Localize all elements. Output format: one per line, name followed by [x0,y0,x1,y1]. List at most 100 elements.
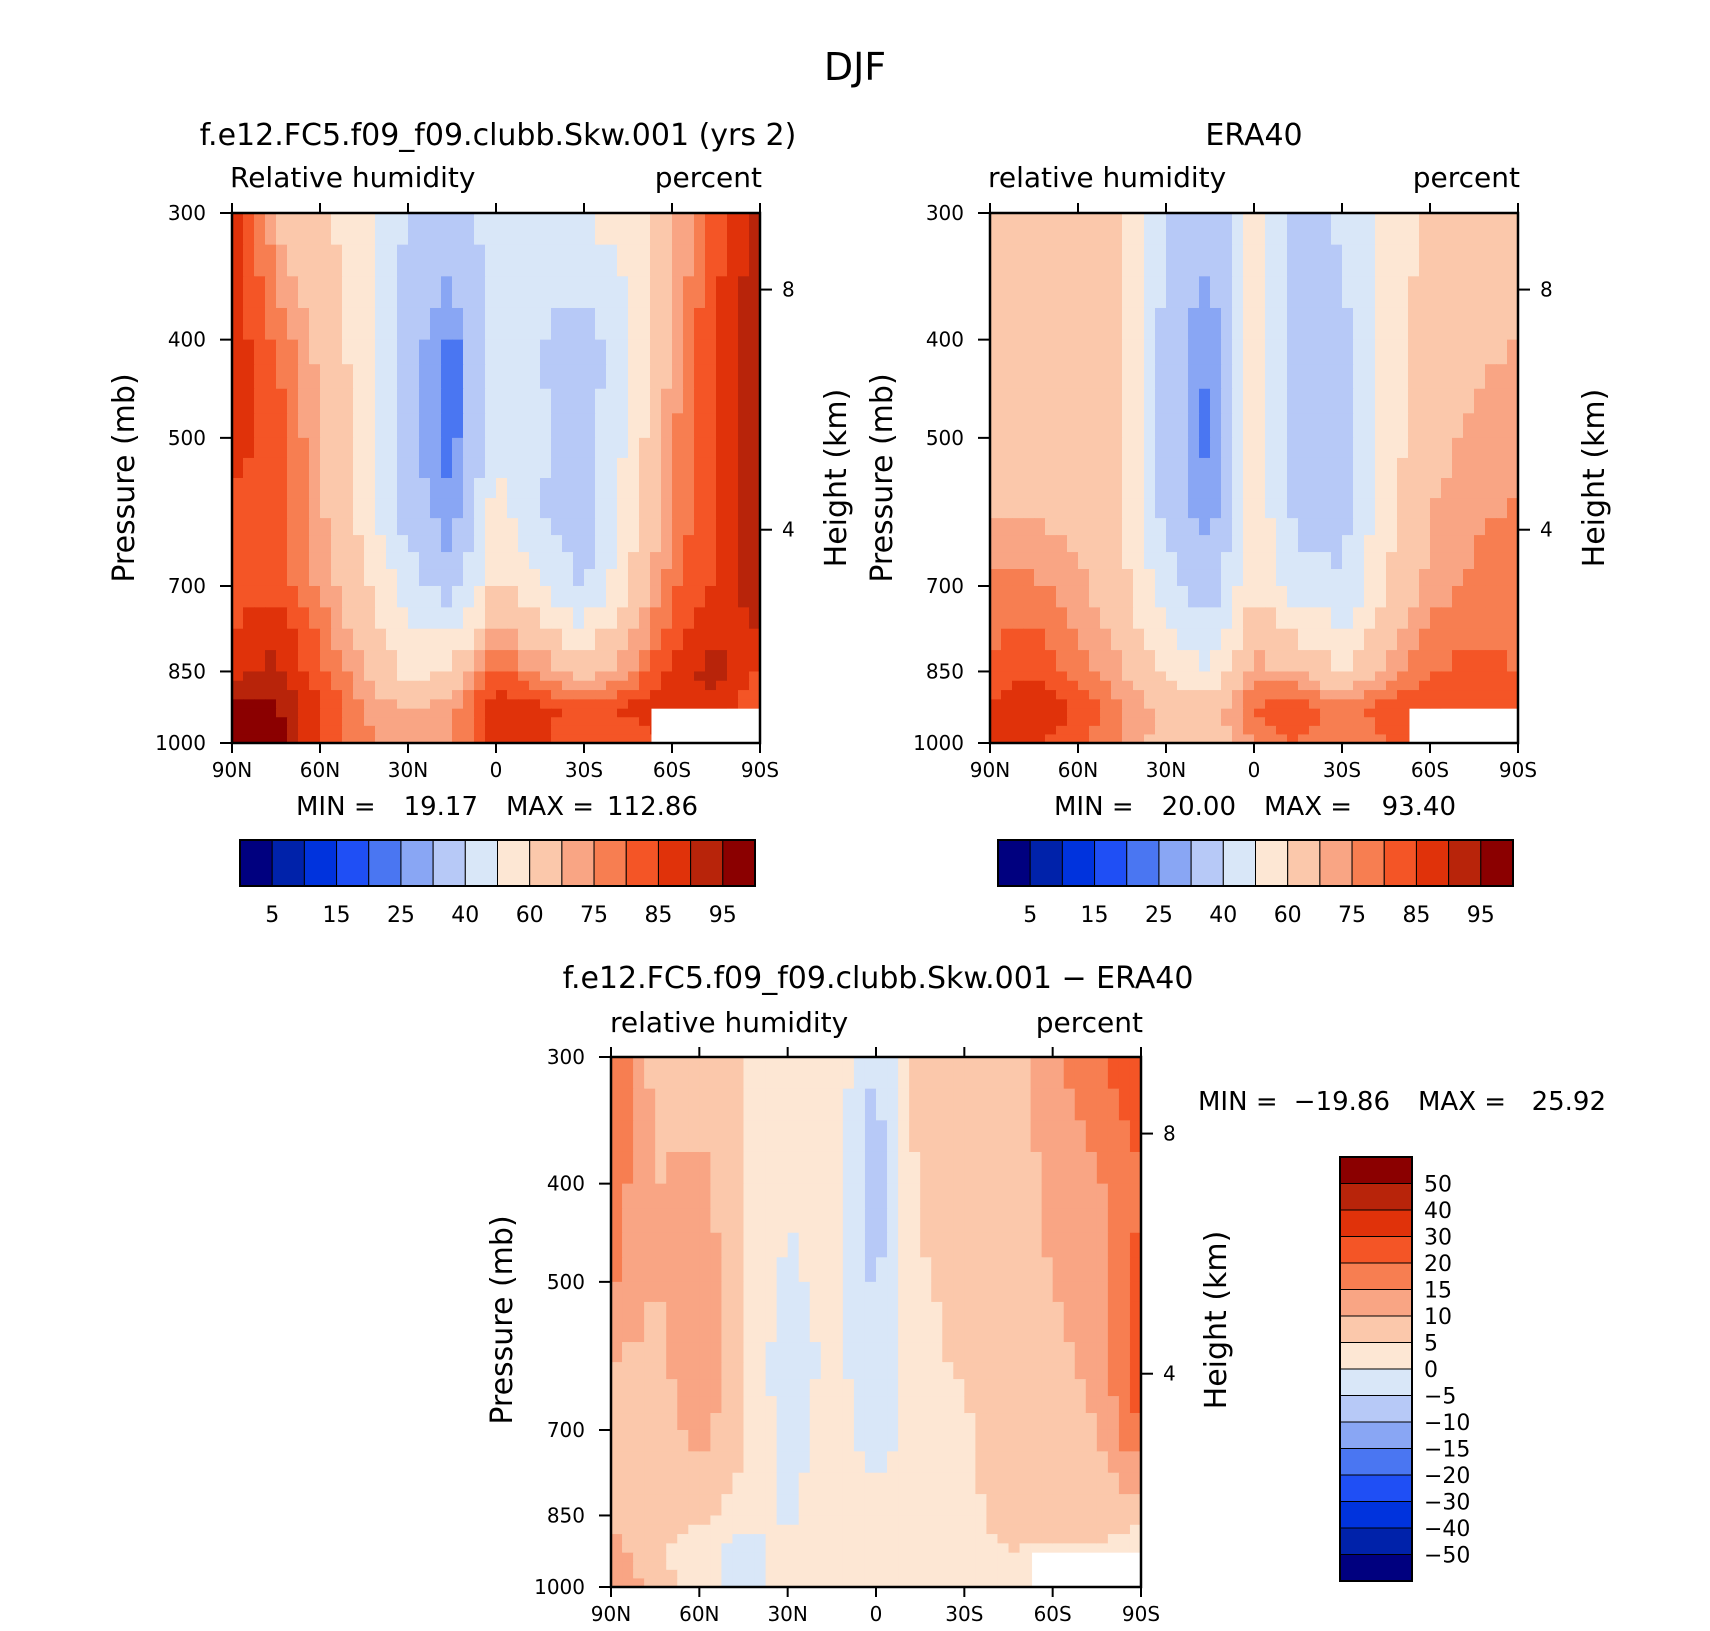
heatmap-cell [1364,276,1376,309]
heatmap-cell [1067,437,1079,459]
heatmap-cell [1243,628,1255,651]
heatmap-cell [672,388,684,414]
heatmap-cell [1265,585,1277,608]
colorbar-swatch [271,839,305,887]
heatmap-cell [842,1578,855,1588]
heatmap-cell [474,671,486,682]
heatmap-cell [1375,535,1387,553]
colorbar-swatch [1094,839,1128,887]
heatmap-cell [419,708,431,718]
heatmap-cell [831,1362,844,1380]
heatmap-cell [1210,276,1222,309]
heatmap-cell [1188,628,1200,651]
heatmap-cell [1078,717,1090,727]
heatmap-cell [1129,1472,1142,1495]
heatmap-cell [353,607,365,630]
heatmap-cell [1177,680,1189,691]
heatmap-cell [639,569,651,587]
heatmap-cell [265,717,277,727]
heatmap-cell [353,518,365,536]
heatmap-cell [1419,680,1431,691]
heatmap-cell [1232,388,1244,414]
heatmap-cell [1507,650,1519,673]
heatmap-cell [397,307,409,341]
heatmap-cell [1074,1494,1087,1517]
heatmap-cell [540,498,552,519]
heatmap-cell [540,690,552,700]
heatmap-cell [1030,1451,1043,1474]
heatmap-cell [1107,1232,1120,1258]
heatmap-cell [650,413,662,439]
heatmap-cell [842,1413,855,1431]
heatmap-cell [650,478,662,499]
heatmap-cell [496,650,508,673]
heatmap-cell [1430,307,1442,341]
heatmap-cell [562,535,574,553]
heatmap-cell [1210,671,1222,682]
heatmap-cell [441,244,453,277]
colorbar-label: 20 [1424,1252,1452,1277]
heatmap-cell [320,478,332,499]
heatmap-cell [876,1088,888,1121]
heatmap-cell [842,1088,855,1121]
heatmap-cell [1078,276,1090,309]
heatmap-cell [1254,535,1266,553]
heatmap-cell [276,628,288,651]
heatmap-cell [853,1429,866,1452]
heatmap-cell [1085,1413,1098,1431]
heatmap-cell [1364,585,1376,608]
heatmap-cell [419,650,431,673]
heatmap-cell [562,552,574,570]
heatmap-cell [644,1396,656,1414]
heatmap-cell [1019,1088,1032,1121]
heatmap-cell [1485,680,1497,691]
heatmap-cell [1397,725,1409,736]
heatmap-cell [1320,276,1332,309]
heatmap-cell [1254,569,1266,587]
heatmap-cell [942,1494,954,1517]
heatmap-cell [562,388,574,414]
heatmap-cell [1232,498,1244,519]
heatmap-cell [694,498,706,519]
heatmap-cell [1019,1561,1032,1571]
heatmap-cell [1012,690,1024,700]
heatmap-cell [738,585,750,608]
heatmap-cell [898,1281,910,1303]
heatmap-cell [551,607,563,630]
heatmap-cell [1430,690,1442,700]
heatmap-cell [1221,518,1233,536]
heatmap-cell [1030,1208,1043,1234]
heatmap-cell [397,388,409,414]
heatmap-cell [1408,457,1420,479]
heatmap-cell [1331,607,1343,630]
heatmap-cell [1008,1057,1021,1090]
heatmap-cell [1089,388,1101,414]
heatmap-cell [898,1362,910,1380]
heatmap-cell [518,717,530,727]
heatmap-cell [463,607,475,630]
heatmap-cell [364,699,376,710]
heatmap-cell [1408,364,1420,390]
heatmap-cell [474,498,486,519]
heatmap-cell [1030,1413,1043,1431]
heatmap-cell [265,518,277,536]
heatmap-cell [1276,457,1288,479]
heatmap-cell [721,1472,734,1495]
heatmap-cell [1430,213,1442,246]
heatmap-cell [1133,650,1145,673]
heatmap-cell [408,244,420,277]
heatmap-cell [1100,585,1112,608]
heatmap-cell [716,388,728,414]
heatmap-cell [666,1257,678,1283]
heatmap-cell [864,1379,877,1397]
heatmap-cell [1485,699,1497,710]
heatmap-cell [1188,478,1200,499]
heatmap-cell [1276,413,1288,439]
heatmap-cell [265,725,277,736]
heatmap-cell [375,585,387,608]
heatmap-cell [716,478,728,499]
heatmap-cell [1364,364,1376,390]
heatmap-cell [232,607,244,630]
heatmap-cell [986,1472,999,1495]
heatmap-cell [1034,708,1046,718]
